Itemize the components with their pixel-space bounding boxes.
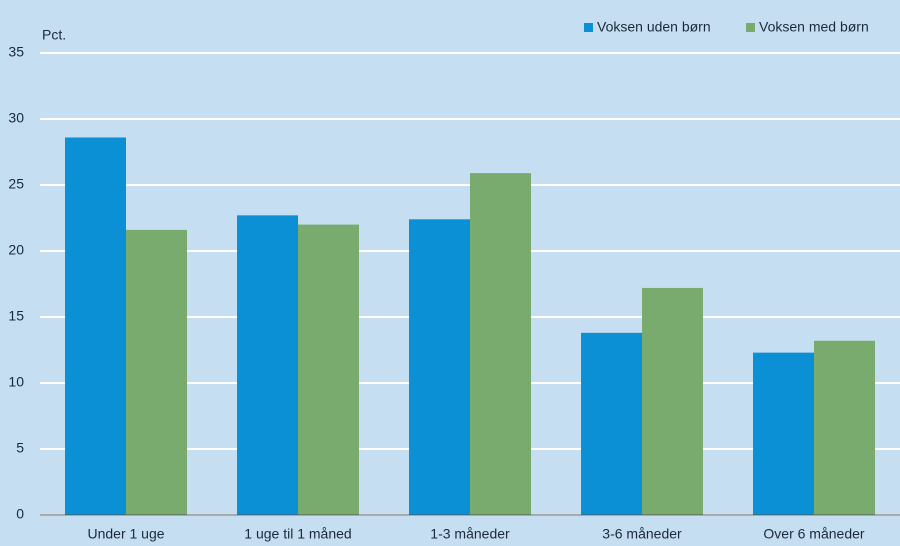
y-tick-label: 0 [16, 506, 24, 522]
y-tick-label: 10 [8, 374, 24, 390]
y-tick-label: 20 [8, 242, 24, 258]
y-tick-label: 5 [16, 440, 24, 456]
bar [237, 215, 298, 516]
x-tick-label: 1 uge til 1 måned [244, 526, 351, 542]
legend-label: Voksen med børn [759, 19, 869, 35]
x-tick-label: 3-6 måneder [602, 526, 682, 542]
x-tick-label: 1-3 måneder [430, 526, 510, 542]
y-tick-label: 25 [8, 176, 24, 192]
y-tick-label: 15 [8, 308, 24, 324]
legend-swatch [746, 23, 755, 32]
bar [298, 224, 359, 515]
y-tick-label: 30 [8, 110, 24, 126]
bar [470, 173, 531, 515]
bar [642, 287, 703, 515]
bar [753, 352, 814, 515]
x-tick-label: Under 1 uge [87, 526, 164, 542]
bar [126, 229, 187, 515]
bar [409, 219, 470, 515]
bar [814, 340, 875, 515]
legend-swatch [584, 23, 593, 32]
bar [581, 332, 642, 515]
bar [65, 137, 126, 516]
y-axis-label: Pct. [42, 27, 66, 43]
legend-label: Voksen uden børn [597, 19, 711, 35]
y-tick-label: 35 [8, 44, 24, 60]
x-tick-label: Over 6 måneder [763, 526, 864, 542]
